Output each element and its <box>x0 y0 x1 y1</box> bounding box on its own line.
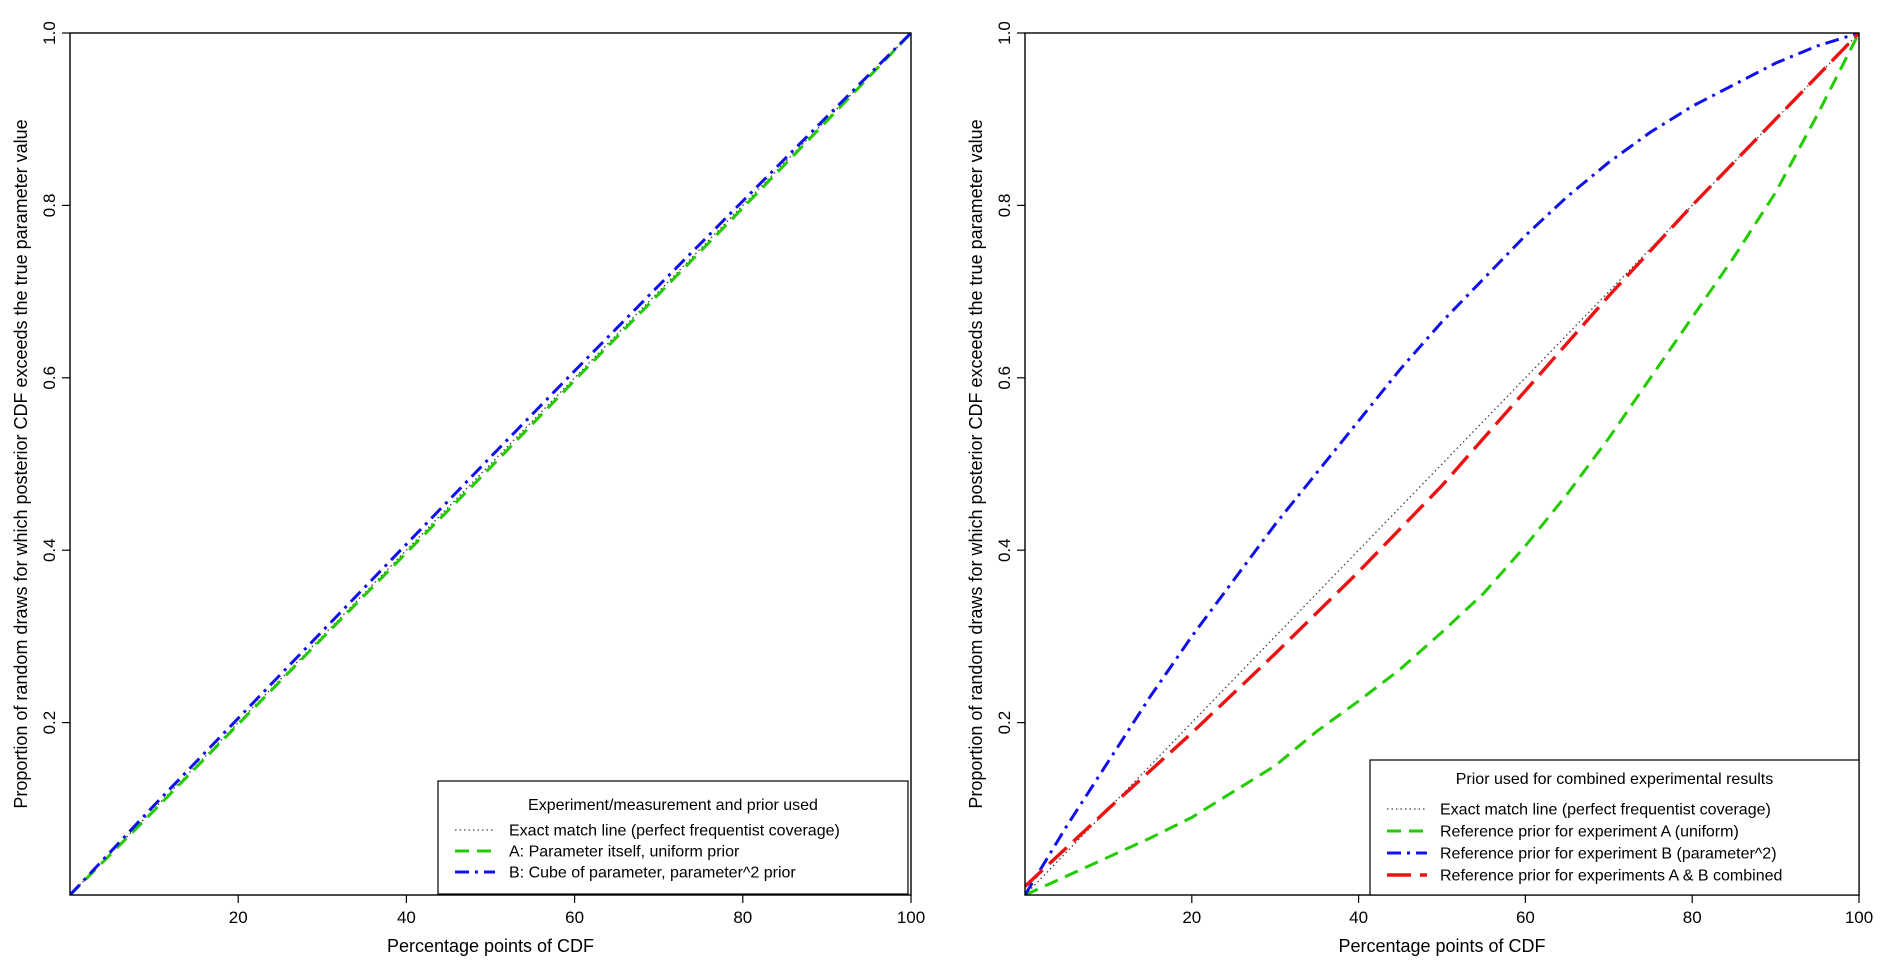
x-tick-label: 100 <box>897 908 925 927</box>
legend-entry-1: Exact match line (perfect frequentist co… <box>1440 802 1771 819</box>
chart-panel-1: 20 40 60 80 100 0.2 0.4 0.6 0.8 1.0 Percentage poi… <box>11 21 925 956</box>
y-tick-label: 0.8 <box>995 194 1014 218</box>
y-tick-label: 0.2 <box>995 711 1014 735</box>
series-line-3 <box>1025 33 1859 895</box>
legend-entry-4: Reference prior for experiments A & B co… <box>1440 868 1782 885</box>
series-line-1 <box>70 33 911 895</box>
legend-entry-1: Exact match line (perfect frequentist co… <box>509 823 840 840</box>
y-axis-label: Proportion of random draws for which pos… <box>11 119 31 808</box>
y-tick-label: 0.4 <box>995 538 1014 562</box>
y-tick-label: 0.2 <box>40 711 59 735</box>
legend-title: Prior used for combined experimental res… <box>1456 771 1773 788</box>
series-line-3 <box>70 33 911 895</box>
series-line-4 <box>1025 33 1859 888</box>
series-line-2 <box>1025 33 1859 895</box>
x-tick-label: 60 <box>1516 908 1535 927</box>
y-tick-label: 1.0 <box>995 21 1014 45</box>
x-axis-label: Percentage points of CDF <box>1338 936 1545 956</box>
x-tick-label: 40 <box>1349 908 1368 927</box>
chart-panel-2: 20 40 60 80 100 0.2 0.4 0.6 0.8 1.0 Percentage poi… <box>966 21 1873 956</box>
y-axis-label: Proportion of random draws for which pos… <box>966 119 986 808</box>
x-tick-label: 20 <box>229 908 248 927</box>
legend: Prior used for combined experimental res… <box>1369 759 1860 896</box>
legend-entry-3: B: Cube of parameter, parameter^2 prior <box>509 865 796 882</box>
x-tick-label: 60 <box>565 908 584 927</box>
legend-entry-2: Reference prior for experiment A (unifor… <box>1440 824 1739 841</box>
legend-entry-2: A: Parameter itself, uniform prior <box>509 844 740 861</box>
x-tick-label: 40 <box>397 908 416 927</box>
y-tick-label: 1.0 <box>40 21 59 45</box>
legend-box <box>437 780 909 895</box>
x-tick-label: 80 <box>733 908 752 927</box>
series-group <box>1025 33 1859 895</box>
legend-box <box>1369 759 1860 896</box>
x-tick-label: 20 <box>1182 908 1201 927</box>
series-line-2 <box>70 33 911 895</box>
x-tick-label: 80 <box>1683 908 1702 927</box>
legend: Experiment/measurement and prior used Exa… <box>437 780 909 895</box>
y-tick-label: 0.8 <box>40 194 59 218</box>
x-tick-label: 100 <box>1845 908 1873 927</box>
y-tick-label: 0.6 <box>40 366 59 390</box>
plot-frame <box>69 32 912 896</box>
x-axis-label: Percentage points of CDF <box>387 936 594 956</box>
y-tick-label: 0.6 <box>995 366 1014 390</box>
legend-entry-3: Reference prior for experiment B (parame… <box>1440 846 1777 863</box>
series-group <box>70 33 911 895</box>
y-tick-label: 0.4 <box>40 538 59 562</box>
legend-title: Experiment/measurement and prior used <box>528 797 818 814</box>
